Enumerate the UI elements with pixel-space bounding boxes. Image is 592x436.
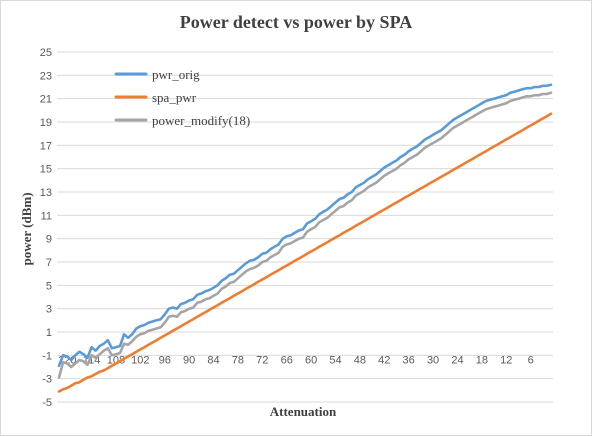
- series-line-2: [57, 91, 553, 379]
- y-tick-label: 3: [46, 304, 52, 316]
- y-tick-label: 7: [46, 257, 52, 269]
- y-tick-label: -1: [42, 350, 52, 362]
- y-tick-label: 21: [40, 94, 52, 106]
- y-tick-label: 9: [46, 234, 52, 246]
- y-tick-label: 19: [40, 117, 52, 129]
- y-axis-title: power (dBm): [19, 192, 34, 265]
- y-tick-label: 15: [40, 164, 52, 176]
- x-tick-label: 102: [131, 354, 149, 366]
- x-tick-label: 66: [281, 354, 293, 366]
- x-tick-label: 60: [305, 354, 317, 366]
- y-tick-label: 13: [40, 187, 52, 199]
- y-tick-label: 11: [41, 210, 52, 222]
- x-tick-label: 84: [207, 354, 219, 366]
- series-line-1: [57, 112, 553, 393]
- y-tick-label: 23: [40, 70, 52, 82]
- x-axis-title: Attenuation: [270, 404, 337, 419]
- y-tick-label: 5: [46, 280, 52, 292]
- x-tick-label: 108: [107, 354, 125, 366]
- x-tick-label: 48: [354, 354, 366, 366]
- legend: pwr_orig spa_pwr power_modify(18): [114, 67, 250, 128]
- y-tick-label: 1: [46, 327, 52, 339]
- x-tick-label: 96: [159, 354, 171, 366]
- x-tick-label: 6: [528, 354, 534, 366]
- x-tick-label: 42: [378, 354, 390, 366]
- y-tick-label: 25: [40, 47, 52, 59]
- x-tick-label: 18: [476, 354, 488, 366]
- x-tick-label: 90: [183, 354, 195, 366]
- x-tick-label: 36: [403, 354, 415, 366]
- x-tick-label: 24: [451, 354, 463, 366]
- y-tick-label: -3: [42, 374, 52, 386]
- legend-label: pwr_orig: [152, 67, 200, 82]
- x-tick-label: 78: [232, 354, 244, 366]
- x-tick-label: 54: [329, 354, 341, 366]
- x-tick-label: 12: [500, 354, 512, 366]
- y-tick-label: 17: [40, 140, 52, 152]
- legend-label: spa_pwr: [152, 90, 197, 105]
- series-line-0: [57, 83, 553, 368]
- series-lines: [57, 83, 553, 393]
- x-tick-label: 30: [427, 354, 439, 366]
- chart-title: Power detect vs power by SPA: [180, 12, 412, 32]
- x-tick-label: 72: [256, 354, 268, 366]
- x-tick-labels: 120 114 108 102 96 90 84 78 72 66 60 54 48 42 36 30 24 18…: [58, 354, 534, 366]
- legend-label: power_modify(18): [152, 113, 250, 128]
- y-tick-label: -5: [42, 397, 52, 409]
- gridlines: [57, 51, 553, 403]
